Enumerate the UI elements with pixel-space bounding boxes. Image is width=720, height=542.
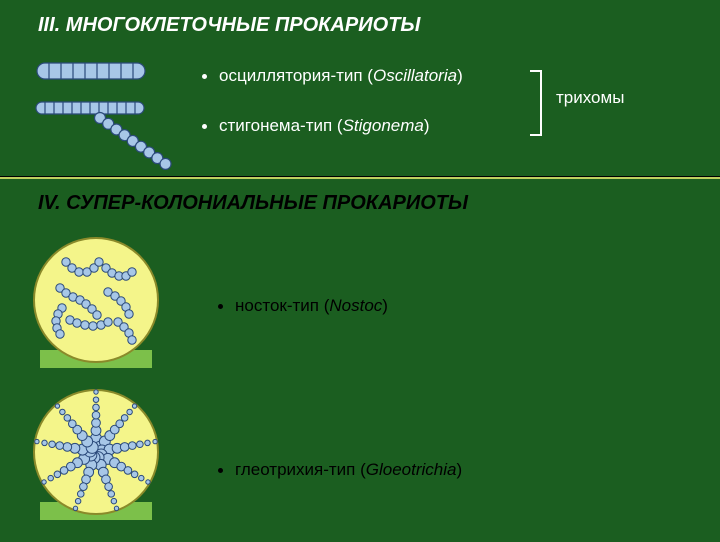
bullet-dot-icon: [218, 468, 223, 473]
nostoc-diagram: [24, 228, 168, 390]
oscillatoria-diagram: [36, 62, 148, 82]
section-3-heading-text: III. МНОГОКЛЕТОЧНЫЕ ПРОКАРИОТЫ: [38, 14, 420, 36]
section-3-heading: III. МНОГОКЛЕТОЧНЫЕ ПРОКАРИОТЫ: [38, 14, 420, 37]
trichome-label: трихомы: [556, 88, 624, 108]
trichome-label-text: трихомы: [556, 88, 624, 107]
section-4-heading-text: IV. СУПЕР-КОЛОНИАЛЬНЫЕ ПРОКАРИОТЫ: [38, 192, 468, 214]
bullet-dot-icon: [202, 74, 207, 79]
bullet-gloeotrichia: глеотрихия-тип (Gloeotrichia): [218, 460, 462, 480]
bullet-stigonema: стигонема-тип (Stigonema): [202, 116, 430, 136]
bracket-icon: [530, 70, 542, 136]
section-4-heading: IV. СУПЕР-КОЛОНИАЛЬНЫЕ ПРОКАРИОТЫ: [38, 192, 468, 215]
bullet-gloeotrichia-text: глеотрихия-тип (Gloeotrichia): [235, 460, 462, 480]
bullet-dot-icon: [218, 304, 223, 309]
gloeotrichia-diagram: [24, 380, 168, 542]
bullet-nostoc: носток-тип (Nostoc): [218, 296, 388, 316]
bullet-nostoc-text: носток-тип (Nostoc): [235, 296, 388, 316]
stigonema-diagram: [34, 100, 234, 200]
bullet-oscillatoria-text: осциллятория-тип (Oscillatoria): [219, 66, 463, 86]
bullet-stigonema-text: стигонема-тип (Stigonema): [219, 116, 430, 136]
bullet-oscillatoria: осциллятория-тип (Oscillatoria): [202, 66, 463, 86]
